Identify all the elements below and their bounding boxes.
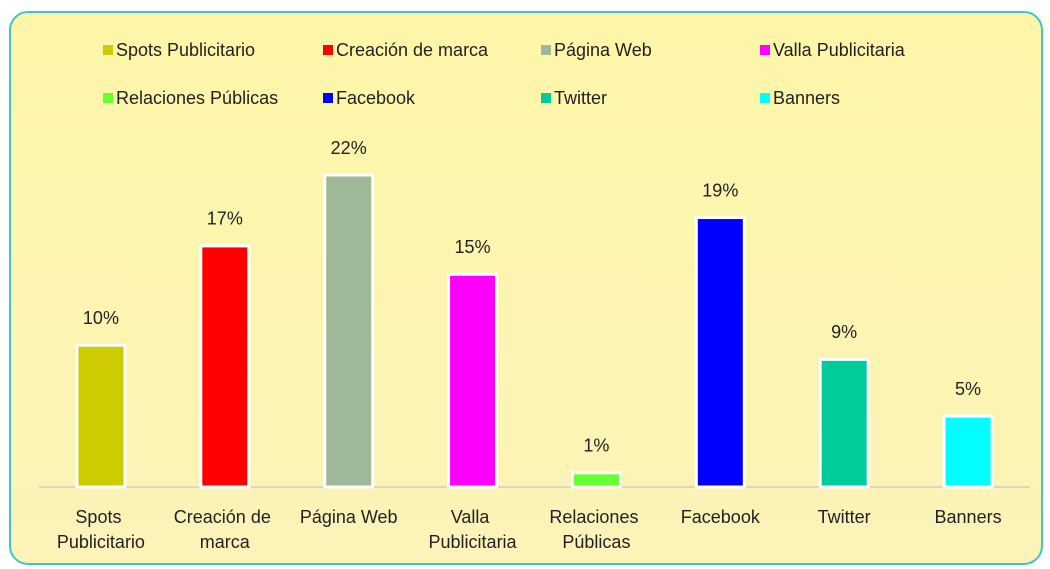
legend-swatch xyxy=(760,93,770,103)
bar xyxy=(199,244,251,489)
bar xyxy=(694,216,746,489)
bar xyxy=(323,173,375,489)
data-label: 22% xyxy=(331,138,367,158)
legend-swatch xyxy=(103,45,113,55)
data-label: 9% xyxy=(831,322,857,342)
bar xyxy=(447,272,499,489)
legend-label: Spots Publicitario xyxy=(116,40,255,60)
legend-label: Facebook xyxy=(336,88,416,108)
data-label: 15% xyxy=(455,237,491,257)
x-tick-label: Valla Publicitaria xyxy=(429,507,518,552)
legend-swatch xyxy=(541,45,551,55)
data-label: 1% xyxy=(583,436,609,456)
x-tick-label: Relaciones Públicas xyxy=(549,507,643,552)
legend-label: Banners xyxy=(773,88,840,108)
chart-background xyxy=(9,11,1043,565)
bar xyxy=(818,357,870,489)
legend-swatch xyxy=(323,45,333,55)
legend-swatch xyxy=(760,45,770,55)
x-tick-label: Banners xyxy=(935,507,1002,527)
data-label: 5% xyxy=(955,379,981,399)
bar xyxy=(75,343,127,489)
x-tick-label: Página Web xyxy=(300,507,398,527)
bar xyxy=(570,471,622,489)
x-tick-label: Twitter xyxy=(818,507,871,527)
legend-swatch xyxy=(323,93,333,103)
x-tick-label: Spots Publicitario xyxy=(57,507,145,552)
legend-label: Página Web xyxy=(554,40,652,60)
legend-label: Twitter xyxy=(554,88,607,108)
data-label: 17% xyxy=(207,209,243,229)
legend-label: Relaciones Públicas xyxy=(116,88,278,108)
x-tick-label: Creación de marca xyxy=(174,507,276,552)
bar xyxy=(942,414,994,489)
legend-label: Valla Publicitaria xyxy=(773,40,906,60)
legend-swatch xyxy=(103,93,113,103)
data-label: 10% xyxy=(83,308,119,328)
x-tick-label: Facebook xyxy=(681,507,761,527)
data-label: 19% xyxy=(702,180,738,200)
legend-swatch xyxy=(541,93,551,103)
legend-label: Creación de marca xyxy=(336,40,489,60)
